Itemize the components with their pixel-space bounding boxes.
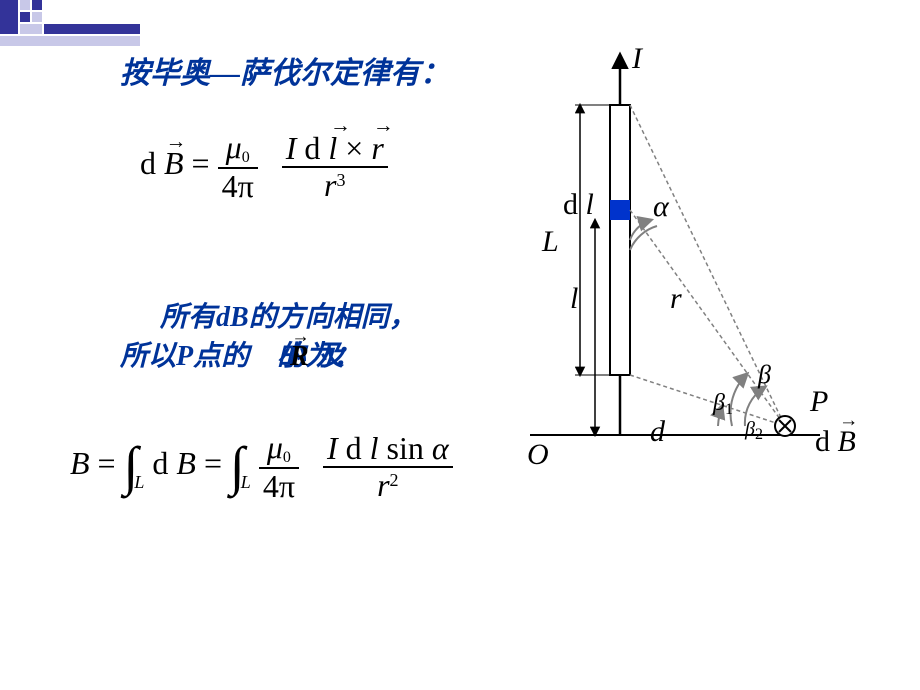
- label-beta1: β1: [713, 390, 733, 419]
- integral-equation: B = ∫L d B = ∫L μ0 4π I d l sin α r2: [70, 430, 453, 504]
- label-alpha: α: [653, 190, 669, 224]
- label-P: P: [810, 385, 828, 419]
- label-L: L: [542, 225, 559, 259]
- title-text: 按毕奥—萨伐尔定律有：: [120, 48, 450, 92]
- biot-savart-diagram: I d l α L l r β β1 β2 P O d d B: [520, 50, 900, 480]
- biot-savart-equation: d B = μ0 4π I d l × r r3: [140, 130, 388, 204]
- corner-decoration: [0, 0, 140, 50]
- label-beta: β: [758, 360, 771, 390]
- eq1-mu-frac: μ0 4π: [218, 130, 258, 204]
- label-O: O: [527, 438, 549, 472]
- label-d: d: [650, 415, 665, 449]
- label-beta2: β2: [745, 418, 763, 444]
- direction-text: 所有dB的方向相同， 所以P点的 的R及小为：: [120, 298, 417, 376]
- label-dl: d l: [563, 188, 594, 222]
- eq1-main-frac: I d l × r r3: [282, 131, 388, 203]
- label-r: r: [670, 282, 682, 316]
- label-l: l: [570, 282, 578, 316]
- label-I: I: [632, 42, 642, 76]
- label-dB: d B: [815, 425, 856, 459]
- eq1-lhs: d B: [140, 145, 192, 181]
